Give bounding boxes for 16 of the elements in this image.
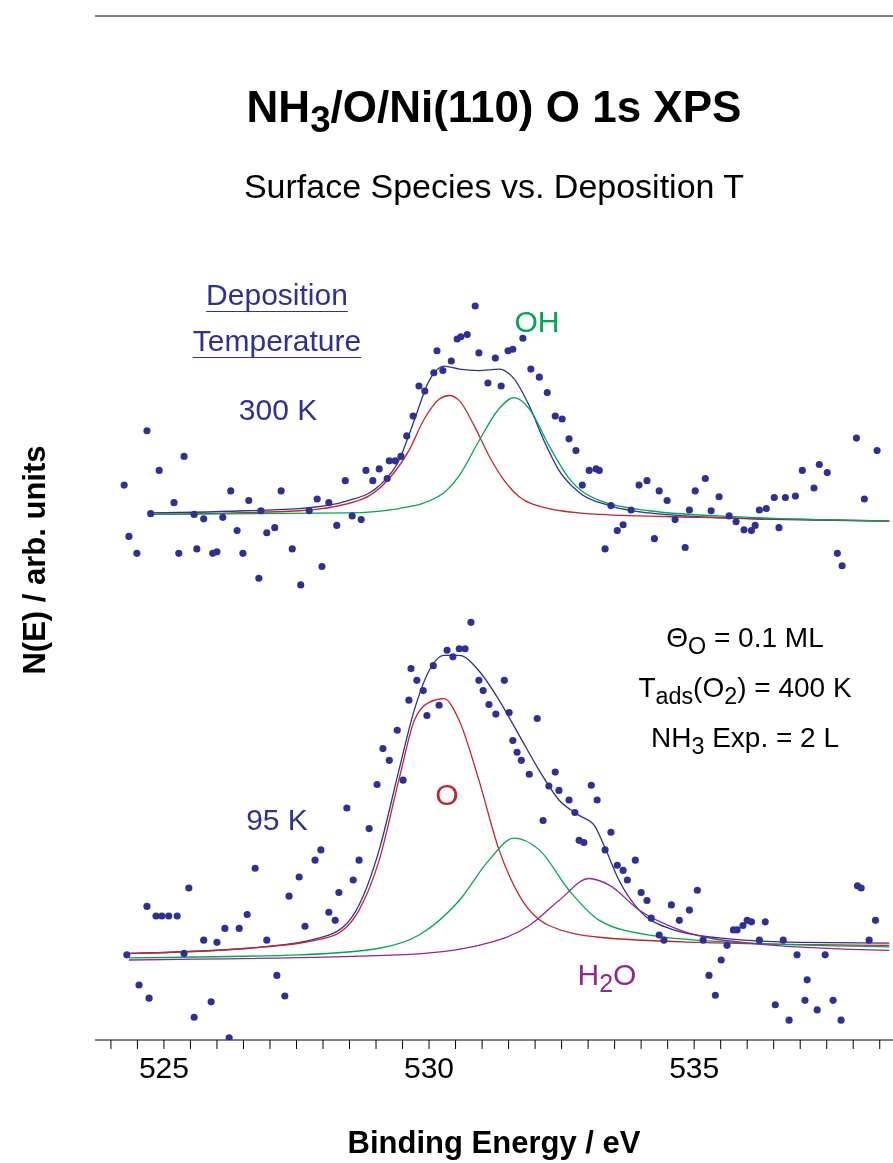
chart-title: NH$_{3}$/O/Ni(110) O 1s XPS xyxy=(245,82,743,141)
annotation: Θ$_{O}$ = 0.1 ML xyxy=(665,621,825,661)
y-axis-title: N(E) / arb. units xyxy=(16,444,53,677)
series-label: H$_{2}$O xyxy=(576,957,638,999)
x-tick-label: 530 xyxy=(404,1051,455,1085)
x-axis-title: Binding Energy / eV xyxy=(346,1125,642,1161)
chart-subtitle: Surface Species vs. Deposition T xyxy=(242,167,746,206)
series-label: O xyxy=(434,777,460,813)
series-label: 300 K xyxy=(237,392,319,428)
series-label: 95 K xyxy=(245,802,309,838)
annotation: T$_{ads}$(O$_{2}$) = 400 K xyxy=(637,671,853,711)
x-tick-label: 535 xyxy=(669,1051,720,1085)
x-tick-label: 525 xyxy=(138,1051,189,1085)
series-label: OH xyxy=(513,304,561,340)
annotation: NH$_{3}$ Exp. = 2 L xyxy=(649,721,841,761)
legend-title: Deposition Temperature xyxy=(191,277,363,359)
